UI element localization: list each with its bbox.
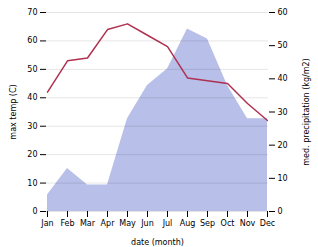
svg-text:med. precipitation (kg/m2): med. precipitation (kg/m2) [302, 58, 311, 165]
svg-text:May: May [119, 219, 136, 228]
svg-text:Feb: Feb [60, 219, 74, 228]
svg-text:Jun: Jun [140, 219, 154, 228]
svg-text:0: 0 [32, 207, 37, 216]
svg-text:30: 30 [27, 122, 37, 131]
svg-text:0: 0 [278, 207, 283, 216]
svg-text:Dec: Dec [260, 219, 275, 228]
svg-text:Mar: Mar [80, 219, 96, 228]
svg-text:50: 50 [278, 41, 288, 50]
svg-text:40: 40 [278, 74, 288, 83]
svg-text:Nov: Nov [240, 219, 256, 228]
svg-text:max temp (C): max temp (C) [9, 84, 18, 139]
svg-text:date (month): date (month) [131, 238, 184, 247]
svg-text:10: 10 [278, 174, 288, 183]
svg-text:Oct: Oct [221, 219, 235, 228]
svg-text:70: 70 [27, 8, 37, 17]
svg-text:50: 50 [27, 65, 37, 74]
svg-text:10: 10 [27, 179, 37, 188]
svg-text:Aug: Aug [180, 219, 196, 228]
svg-text:60: 60 [27, 36, 37, 45]
svg-text:20: 20 [27, 150, 37, 159]
svg-text:Apr: Apr [101, 219, 116, 228]
svg-text:Jan: Jan [40, 219, 53, 228]
svg-text:40: 40 [27, 93, 37, 102]
svg-text:30: 30 [278, 108, 288, 117]
svg-text:Sep: Sep [200, 219, 215, 228]
svg-text:20: 20 [278, 141, 288, 150]
svg-text:60: 60 [278, 8, 288, 17]
svg-text:Jul: Jul [162, 219, 173, 228]
